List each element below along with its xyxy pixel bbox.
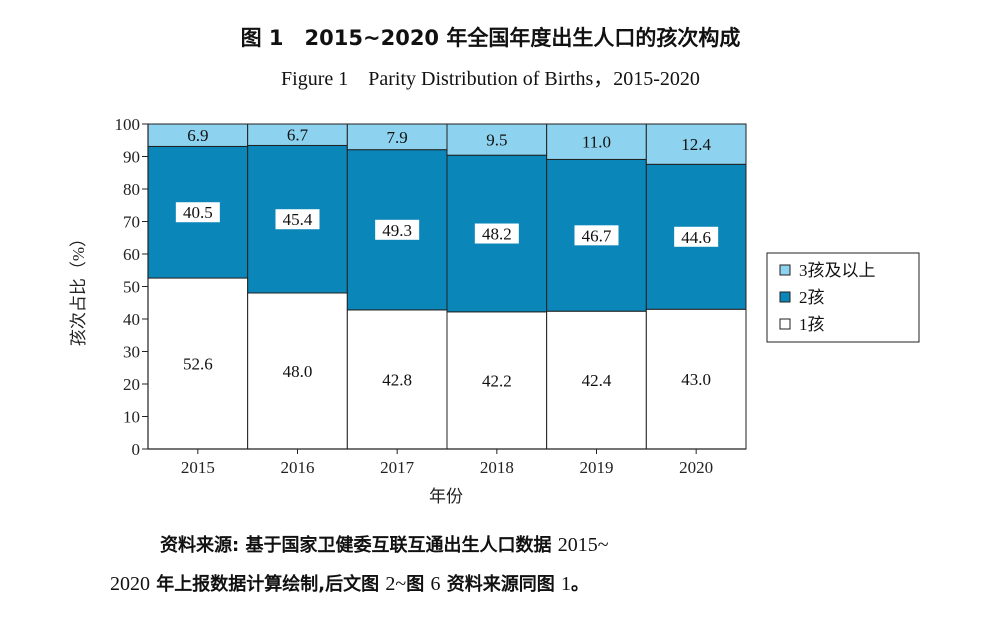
y-tick-label-0: 0	[132, 440, 141, 459]
data-label-third-plus-2019: 11.0	[582, 133, 611, 152]
y-tick-label-80: 80	[123, 180, 140, 199]
legend-box	[766, 252, 920, 343]
source-note-text2: 年上报数据计算绘制,后文图	[150, 574, 386, 595]
data-label-third-plus-2017: 7.9	[387, 128, 408, 147]
data-label-box-2019	[574, 225, 619, 246]
y-tick-label-10: 10	[123, 408, 140, 427]
source-note-text4: 资料来源同图	[440, 574, 562, 595]
axes-layer: 0 10 20 30 40 50 60 70 80 90 100 2015 2016 2017 2018 20…	[115, 115, 746, 477]
data-label-second-2017: 49.3	[382, 221, 412, 240]
data-label-third-plus-2018: 9.5	[486, 131, 507, 150]
x-tick-label-2019: 2019	[580, 458, 614, 477]
data-label-second-2020: 44.6	[681, 228, 711, 247]
figure-title-cn: 图 1 2015~2020 年全国年度出生人口的孩次构成	[240, 26, 741, 50]
legend-label-first: 1孩	[799, 315, 825, 334]
bar-first-2017	[346, 309, 448, 450]
stacked-bar-chart: 52.6 40.5 6.9 48.0 45.4 6.7 42.8 49.3 7.9 42.2 48.…	[69, 115, 920, 506]
y-tick-label-40: 40	[123, 310, 140, 329]
data-label-second-2015: 40.5	[183, 203, 213, 222]
source-note-line1: 资料来源: 基于国家卫健委互联互通出生人口数据 2015~	[110, 531, 609, 557]
y-tick-label-50: 50	[123, 278, 140, 297]
legend-label-third-plus: 3孩及以上	[799, 261, 876, 280]
source-note-fig-ref: 1	[561, 573, 572, 595]
data-label-first-2016: 48.0	[283, 362, 313, 381]
x-tick-label-2017: 2017	[380, 458, 415, 477]
source-note-year-end: 2020	[110, 573, 150, 595]
data-label-box-2020	[674, 226, 719, 247]
data-label-box-2018	[474, 223, 519, 244]
x-tick-label-2015: 2015	[181, 458, 215, 477]
data-label-third-plus-2016: 6.7	[287, 126, 309, 145]
legend-swatch-second	[779, 291, 791, 303]
x-tick-label-2016: 2016	[281, 458, 315, 477]
source-note-fig-from: 2~	[385, 573, 407, 595]
legend: 3孩及以上 2孩 1孩	[766, 252, 920, 343]
bar-first-2020	[645, 308, 747, 450]
bar-first-2019	[546, 310, 647, 450]
bar-third-plus-2017	[346, 123, 448, 151]
data-label-first-2015: 52.6	[183, 355, 213, 374]
figure-title-en: Figure 1 Parity Distribution of Births，2…	[281, 68, 700, 90]
y-tick-label-20: 20	[123, 375, 140, 394]
data-label-box-2015	[175, 202, 220, 223]
bar-third-plus-2018	[446, 123, 548, 156]
bar-first-2018	[446, 311, 548, 450]
source-note-text: 资料来源: 基于国家卫健委互联互通出生人口数据	[160, 535, 558, 556]
x-tick-label-2018: 2018	[480, 458, 514, 477]
data-label-first-2018: 42.2	[482, 371, 512, 390]
source-note-years: 2015~	[557, 534, 609, 556]
data-label-second-2016: 45.4	[283, 210, 313, 229]
data-label-first-2019: 42.4	[582, 371, 612, 390]
bar-third-plus-2020	[645, 123, 747, 165]
y-tick-label-60: 60	[123, 245, 140, 264]
y-tick-label-90: 90	[123, 148, 140, 167]
data-label-third-plus-2015: 6.9	[187, 126, 208, 145]
data-label-box-2017	[375, 219, 420, 240]
data-label-third-plus-2020: 12.4	[681, 135, 711, 154]
y-tick-label-100: 100	[115, 115, 141, 134]
legend-label-second: 2孩	[799, 288, 825, 307]
data-label-box-2016	[275, 209, 320, 230]
source-note-fig-to: 6	[430, 573, 441, 595]
source-note-line2: 2020 年上报数据计算绘制,后文图 2~图 6 资料来源同图 1。	[110, 570, 589, 596]
bars-layer: 52.6 40.5 6.9 48.0 45.4 6.7 42.8 49.3 7.9 42.2 48.…	[147, 123, 747, 450]
source-note-text3: 图	[406, 574, 431, 595]
legend-swatch-third-plus	[779, 264, 791, 276]
y-axis-label: 孩次占比（%）	[69, 230, 88, 346]
bar-first-2015	[147, 277, 249, 450]
source-note-end: 。	[571, 574, 590, 595]
legend-swatch-first	[779, 318, 791, 330]
data-label-second-2018: 48.2	[482, 225, 512, 244]
data-label-first-2017: 42.8	[382, 370, 412, 389]
data-label-second-2019: 46.7	[582, 226, 612, 245]
y-tick-label-70: 70	[123, 213, 140, 232]
y-tick-label-30: 30	[123, 343, 140, 362]
data-label-first-2020: 43.0	[681, 370, 711, 389]
x-axis-label: 年份	[429, 487, 463, 506]
x-tick-label-2020: 2020	[679, 458, 713, 477]
